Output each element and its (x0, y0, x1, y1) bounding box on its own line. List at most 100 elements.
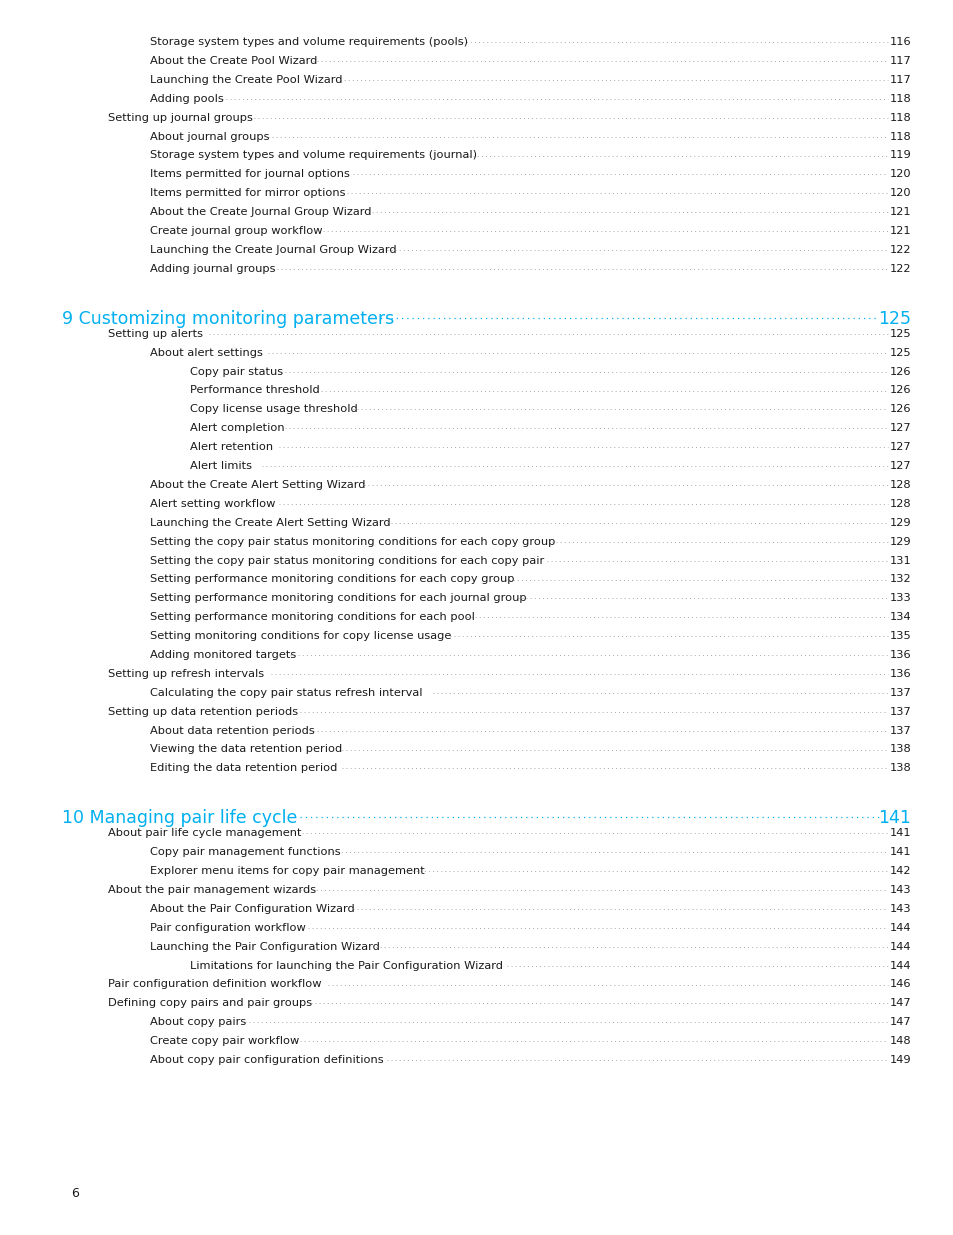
Text: Launching the Create Pool Wizard: Launching the Create Pool Wizard (150, 75, 342, 85)
Text: 132: 132 (888, 574, 910, 584)
Text: About the Pair Configuration Wizard: About the Pair Configuration Wizard (150, 904, 355, 914)
Text: Setting the copy pair status monitoring conditions for each copy pair: Setting the copy pair status monitoring … (150, 556, 543, 566)
Text: About data retention periods: About data retention periods (150, 725, 314, 736)
Text: 135: 135 (888, 631, 910, 641)
Text: About pair life cycle management: About pair life cycle management (108, 829, 301, 839)
Text: 117: 117 (888, 75, 910, 85)
Text: Adding monitored targets: Adding monitored targets (150, 650, 295, 659)
Text: 127: 127 (888, 424, 910, 433)
Text: Copy pair management functions: Copy pair management functions (150, 847, 340, 857)
Text: About copy pairs: About copy pairs (150, 1018, 246, 1028)
Text: About the Create Pool Wizard: About the Create Pool Wizard (150, 56, 316, 65)
Text: About the Create Alert Setting Wizard: About the Create Alert Setting Wizard (150, 480, 365, 490)
Text: Setting the copy pair status monitoring conditions for each copy group: Setting the copy pair status monitoring … (150, 537, 555, 547)
Text: Setting up journal groups: Setting up journal groups (108, 112, 253, 122)
Text: Copy license usage threshold: Copy license usage threshold (190, 404, 357, 414)
Text: Storage system types and volume requirements (journal): Storage system types and volume requirem… (150, 151, 476, 161)
Text: Calculating the copy pair status refresh interval: Calculating the copy pair status refresh… (150, 688, 422, 698)
Text: Editing the data retention period: Editing the data retention period (150, 763, 336, 773)
Text: 120: 120 (888, 188, 910, 198)
Text: Copy pair status: Copy pair status (190, 367, 283, 377)
Text: 117: 117 (888, 56, 910, 65)
Text: Create journal group workflow: Create journal group workflow (150, 226, 322, 236)
Text: 143: 143 (888, 885, 910, 895)
Text: Setting performance monitoring conditions for each pool: Setting performance monitoring condition… (150, 613, 475, 622)
Text: Explorer menu items for copy pair management: Explorer menu items for copy pair manage… (150, 866, 424, 876)
Text: Launching the Create Alert Setting Wizard: Launching the Create Alert Setting Wizar… (150, 517, 390, 527)
Text: 137: 137 (888, 706, 910, 716)
Text: Alert setting workflow: Alert setting workflow (150, 499, 274, 509)
Text: 131: 131 (888, 556, 910, 566)
Text: About the pair management wizards: About the pair management wizards (108, 885, 315, 895)
Text: About journal groups: About journal groups (150, 132, 269, 142)
Text: 136: 136 (888, 650, 910, 659)
Text: Items permitted for journal options: Items permitted for journal options (150, 169, 350, 179)
Text: Performance threshold: Performance threshold (190, 385, 319, 395)
Text: Adding journal groups: Adding journal groups (150, 264, 275, 274)
Text: 147: 147 (888, 1018, 910, 1028)
Text: Alert completion: Alert completion (190, 424, 284, 433)
Text: 138: 138 (888, 763, 910, 773)
Text: Launching the Pair Configuration Wizard: Launching the Pair Configuration Wizard (150, 941, 379, 952)
Text: 143: 143 (888, 904, 910, 914)
Text: Alert limits: Alert limits (190, 461, 252, 471)
Text: 148: 148 (888, 1036, 910, 1046)
Text: Pair configuration definition workflow: Pair configuration definition workflow (108, 979, 321, 989)
Text: Viewing the data retention period: Viewing the data retention period (150, 745, 342, 755)
Text: 128: 128 (888, 480, 910, 490)
Text: 119: 119 (888, 151, 910, 161)
Text: Defining copy pairs and pair groups: Defining copy pairs and pair groups (108, 998, 312, 1008)
Text: 126: 126 (888, 367, 910, 377)
Text: Pair configuration workflow: Pair configuration workflow (150, 923, 305, 932)
Text: 137: 137 (888, 725, 910, 736)
Text: 128: 128 (888, 499, 910, 509)
Text: 144: 144 (888, 961, 910, 971)
Text: Setting performance monitoring conditions for each copy group: Setting performance monitoring condition… (150, 574, 514, 584)
Text: Alert retention: Alert retention (190, 442, 273, 452)
Text: 125: 125 (888, 348, 910, 358)
Text: Items permitted for mirror options: Items permitted for mirror options (150, 188, 345, 198)
Text: Storage system types and volume requirements (pools): Storage system types and volume requirem… (150, 37, 467, 47)
Text: 127: 127 (888, 461, 910, 471)
Text: 138: 138 (888, 745, 910, 755)
Text: 9 Customizing monitoring parameters: 9 Customizing monitoring parameters (62, 310, 394, 327)
Text: 118: 118 (888, 112, 910, 122)
Text: 10 Managing pair life cycle: 10 Managing pair life cycle (62, 809, 297, 827)
Text: 149: 149 (888, 1055, 910, 1065)
Text: 118: 118 (888, 94, 910, 104)
Text: 118: 118 (888, 132, 910, 142)
Text: 120: 120 (888, 169, 910, 179)
Text: 141: 141 (878, 809, 910, 827)
Text: 134: 134 (888, 613, 910, 622)
Text: 137: 137 (888, 688, 910, 698)
Text: 125: 125 (877, 310, 910, 327)
Text: Setting monitoring conditions for copy license usage: Setting monitoring conditions for copy l… (150, 631, 451, 641)
Text: Launching the Create Journal Group Wizard: Launching the Create Journal Group Wizar… (150, 245, 396, 254)
Text: 147: 147 (888, 998, 910, 1008)
Text: 146: 146 (888, 979, 910, 989)
Text: 144: 144 (888, 941, 910, 952)
Text: 122: 122 (888, 264, 910, 274)
Text: Adding pools: Adding pools (150, 94, 223, 104)
Text: About the Create Journal Group Wizard: About the Create Journal Group Wizard (150, 207, 371, 217)
Text: About alert settings: About alert settings (150, 348, 262, 358)
Text: 122: 122 (888, 245, 910, 254)
Text: 116: 116 (888, 37, 910, 47)
Text: 126: 126 (888, 385, 910, 395)
Text: Create copy pair workflow: Create copy pair workflow (150, 1036, 298, 1046)
Text: 142: 142 (888, 866, 910, 876)
Text: 129: 129 (888, 517, 910, 527)
Text: 126: 126 (888, 404, 910, 414)
Text: About copy pair configuration definitions: About copy pair configuration definition… (150, 1055, 383, 1065)
Text: Setting up alerts: Setting up alerts (108, 329, 203, 338)
Text: 121: 121 (888, 226, 910, 236)
Text: 129: 129 (888, 537, 910, 547)
Text: Limitations for launching the Pair Configuration Wizard: Limitations for launching the Pair Confi… (190, 961, 502, 971)
Text: Setting performance monitoring conditions for each journal group: Setting performance monitoring condition… (150, 593, 526, 603)
Text: 141: 141 (888, 847, 910, 857)
Text: 141: 141 (888, 829, 910, 839)
Text: 136: 136 (888, 669, 910, 679)
Text: 133: 133 (888, 593, 910, 603)
Text: 127: 127 (888, 442, 910, 452)
Text: 121: 121 (888, 207, 910, 217)
